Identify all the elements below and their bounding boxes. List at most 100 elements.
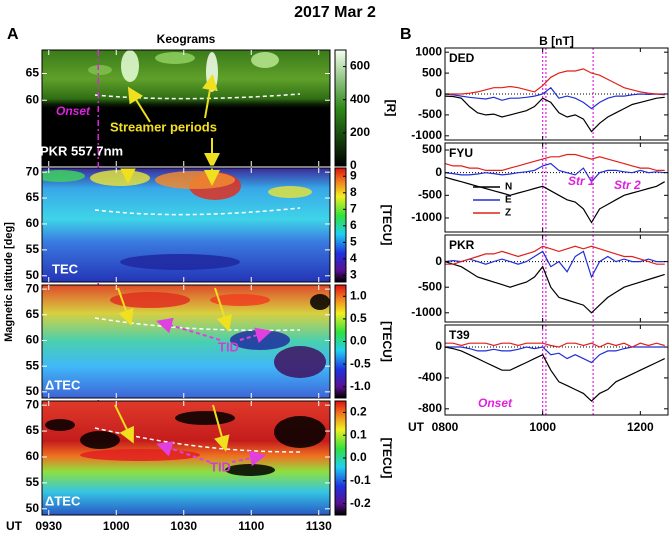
y-tick-label: 50	[26, 384, 40, 398]
series-line	[444, 95, 665, 133]
colorbar-tick-label: 5	[350, 235, 357, 249]
annotation: PKR 557.7nm	[40, 143, 123, 158]
y-axis-label: Magnetic latitude [deg]	[3, 222, 15, 342]
y-tick-label: 1000	[415, 44, 442, 58]
station-label: PKR	[449, 238, 475, 252]
series-line	[445, 68, 665, 95]
y-tick-label: 0	[435, 86, 442, 100]
arrow	[239, 327, 272, 343]
colorbar-tick-label: 0.1	[350, 427, 367, 441]
x-axis-label: UT	[6, 519, 23, 533]
series-line	[444, 162, 665, 183]
colorbar-tick-label: 6	[350, 218, 357, 232]
arrow	[117, 287, 134, 326]
colorbar-label: [R]	[384, 100, 398, 117]
y-tick-label: 500	[422, 65, 442, 79]
annotation: TID	[210, 459, 231, 474]
keogram-feature	[251, 52, 279, 68]
panel-frame	[41, 167, 331, 283]
y-tick-label: 50	[26, 268, 40, 282]
x-tick-label: 1000	[529, 420, 556, 434]
annotation: Str 1	[568, 174, 595, 188]
figure-title: 2017 Mar 2	[294, 4, 376, 21]
colorbar-tick-label: 0.0	[350, 450, 367, 464]
keogram-feature	[121, 50, 139, 82]
colorbar-tick-label: -0.5	[350, 356, 371, 370]
y-tick-label: 0	[435, 339, 442, 353]
panel-frame	[41, 400, 331, 516]
series-line	[444, 346, 665, 402]
y-tick-label: 55	[26, 242, 40, 256]
annotation: ΔTEC	[45, 493, 81, 508]
y-tick-label: 0	[435, 254, 442, 268]
keogram-feature	[310, 294, 330, 310]
colorbar-tick-label: 0.0	[350, 334, 367, 348]
keogram-feature	[42, 170, 85, 182]
y-tick-label: 60	[26, 92, 40, 106]
y-tick-label: 55	[26, 475, 40, 489]
panel-frame	[444, 142, 669, 233]
colorbar-label: [TECU]	[380, 321, 394, 362]
keogram-feature	[230, 330, 290, 350]
annotation: TEC	[52, 261, 79, 276]
y-tick-label: 60	[26, 333, 40, 347]
y-tick-label: -400	[418, 370, 442, 384]
x-axis-label: UT	[408, 420, 425, 434]
legend-label: E	[505, 195, 512, 206]
annotation: TID	[218, 339, 239, 354]
keogram-feature	[175, 411, 235, 425]
legend-label: N	[505, 182, 512, 193]
arrow	[212, 404, 230, 452]
keogram-feature	[90, 170, 150, 186]
annotation: Onset	[56, 104, 91, 118]
annotation: ΔTEC	[45, 377, 81, 392]
colorbar-label: [TECU]	[380, 438, 394, 479]
panel-frame	[444, 324, 669, 416]
y-tick-label: 70	[26, 164, 40, 178]
keogram-feature	[110, 292, 190, 308]
keogram-feature	[80, 431, 120, 449]
keogram-feature	[120, 254, 240, 270]
station-label: DED	[449, 51, 475, 65]
y-tick-label: -800	[418, 401, 442, 415]
legend-label: Z	[505, 208, 511, 219]
keogram-image	[42, 50, 330, 166]
series-line	[444, 250, 665, 279]
boundary-line	[94, 427, 301, 453]
colorbar-tick-label: 600	[350, 59, 370, 73]
y-tick-label: 65	[26, 307, 40, 321]
arrow	[231, 450, 266, 467]
y-tick-label: 70	[26, 281, 40, 295]
panel-title: B [nT]	[539, 34, 574, 48]
y-tick-label: 60	[26, 449, 40, 463]
boundary-line	[94, 207, 301, 216]
x-tick-label: 0800	[432, 420, 459, 434]
y-tick-label: -500	[418, 279, 442, 293]
x-tick-label: 1200	[627, 420, 654, 434]
keogram-feature	[210, 294, 270, 306]
colorbar-tick-label: -0.2	[350, 496, 371, 510]
annotation: Onset	[478, 396, 513, 410]
keogram-feature	[206, 52, 218, 92]
arrow	[127, 86, 151, 123]
colorbar	[335, 168, 346, 282]
x-tick-label: 1100	[238, 519, 264, 533]
colorbar-tick-label: 0.5	[350, 311, 367, 325]
y-tick-label: -1000	[411, 305, 442, 319]
station-label: FYU	[449, 146, 473, 160]
colorbar-tick-label: 8	[350, 185, 357, 199]
panel-label: A	[7, 26, 19, 43]
colorbar-tick-label: 0.2	[350, 405, 367, 419]
colorbar	[335, 401, 346, 515]
panel-frame	[41, 284, 331, 399]
y-tick-label: 70	[26, 397, 40, 411]
keogram-feature	[274, 416, 326, 448]
annotation: Streamer periods	[110, 119, 217, 134]
y-tick-label: -500	[418, 187, 442, 201]
colorbar	[335, 285, 346, 398]
colorbar-frame	[334, 167, 347, 283]
y-tick-label: 0	[435, 165, 442, 179]
keogram-feature	[155, 171, 235, 189]
colorbar-tick-label: 3	[350, 268, 357, 282]
x-tick-label: 1030	[170, 519, 197, 533]
